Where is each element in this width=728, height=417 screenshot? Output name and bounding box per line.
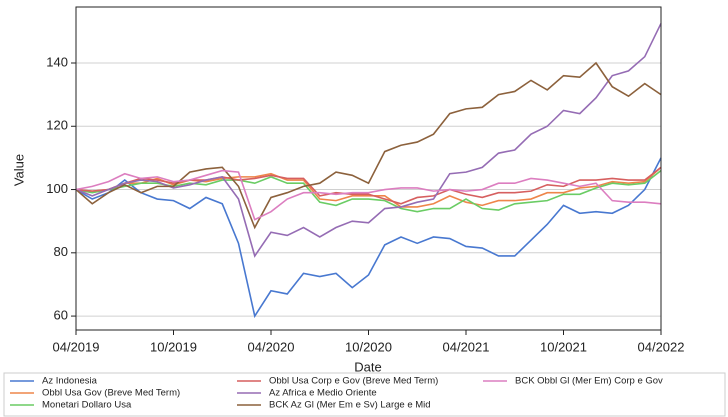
- legend-label: BCK Obbl Gl (Mer Em) Corp e Gov: [515, 376, 663, 387]
- x-axis-label: Date: [354, 359, 381, 374]
- x-tick-label: 10/2019: [150, 339, 197, 354]
- x-tick-label: 04/2021: [443, 339, 490, 354]
- y-tick-label: 80: [54, 244, 68, 259]
- x-tick-label: 04/2020: [248, 339, 295, 354]
- y-tick-label: 100: [46, 181, 68, 196]
- series-line: [75, 169, 662, 213]
- legend-box: [3, 372, 726, 417]
- y-tick-label: 140: [46, 54, 68, 69]
- x-tick-label: 10/2020: [345, 339, 392, 354]
- legend-label: BCK Az Gl (Mer Em e Sv) Large e Mid: [269, 400, 431, 411]
- series-line: [75, 157, 662, 319]
- legend-label: Obbl Usa Corp e Gov (Breve Med Term): [269, 376, 438, 387]
- series-line: [75, 169, 662, 221]
- x-tick-label: 04/2022: [638, 339, 685, 354]
- y-tick-label: 60: [54, 308, 68, 323]
- legend-label: Az Africa e Medio Oriente: [269, 388, 377, 399]
- series-line: [75, 23, 662, 258]
- series-line: [75, 166, 662, 205]
- x-tick-label: 10/2021: [540, 339, 587, 354]
- legend-label: Monetari Dollaro Usa: [42, 400, 132, 411]
- legend-label: Az Indonesia: [42, 376, 98, 387]
- x-tick-label: 04/2019: [53, 339, 100, 354]
- series-line: [75, 166, 662, 208]
- series-line: [75, 61, 662, 230]
- y-axis-label: Value: [11, 154, 26, 186]
- legend-label: Obbl Usa Gov (Breve Med Term): [42, 388, 180, 399]
- plot-frame: [75, 6, 662, 331]
- y-tick-label: 120: [46, 118, 68, 133]
